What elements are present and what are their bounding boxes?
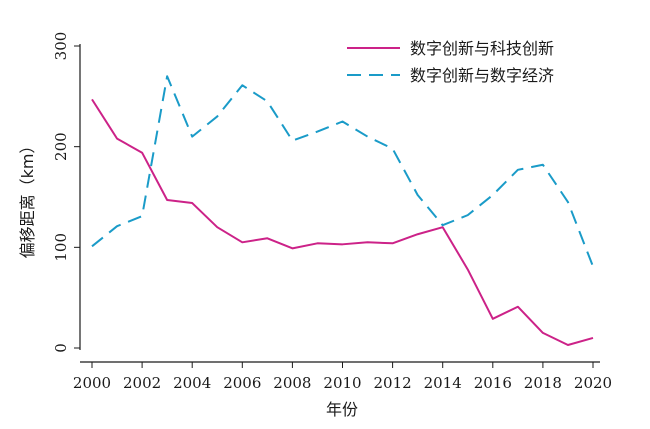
x-tick-label: 2016: [474, 374, 512, 392]
x-axis: 2000 2002 2004 2006 2008 2010 2012 2014 2016 2018…: [73, 361, 612, 392]
x-tick-label: 2010: [323, 374, 361, 392]
series-line-2: [91, 75, 594, 267]
legend-label-1: 数字创新与科技创新: [410, 39, 554, 58]
x-tick-label: 2006: [223, 374, 261, 392]
x-ticks: 2000 2002 2004 2006 2008 2010 2012 2014 2016 2018…: [73, 362, 612, 392]
series-layer: [91, 75, 594, 346]
legend-label-2: 数字创新与数字经济: [410, 66, 554, 85]
x-tick-label: 2008: [273, 374, 311, 392]
y-axis-title: 偏移距离（km）: [18, 138, 37, 259]
y-ticks: 0 100 200 300: [52, 32, 80, 353]
x-tick-label: 2000: [73, 374, 111, 392]
y-axis: 0 100 200 300: [52, 32, 81, 353]
y-tick-label: 300: [52, 32, 70, 61]
y-tick-label: 100: [52, 233, 70, 262]
y-tick-label: 0: [52, 343, 70, 353]
x-tick-label: 2004: [173, 374, 211, 392]
x-tick-label: 2014: [424, 374, 462, 392]
x-axis-title: 年份: [326, 400, 358, 419]
x-tick-label: 2012: [374, 374, 412, 392]
x-tick-label: 2020: [574, 374, 612, 392]
y-tick-label: 200: [52, 132, 70, 161]
x-tick-label: 2002: [123, 374, 161, 392]
x-tick-label: 2018: [524, 374, 562, 392]
series-line-1: [91, 98, 594, 346]
